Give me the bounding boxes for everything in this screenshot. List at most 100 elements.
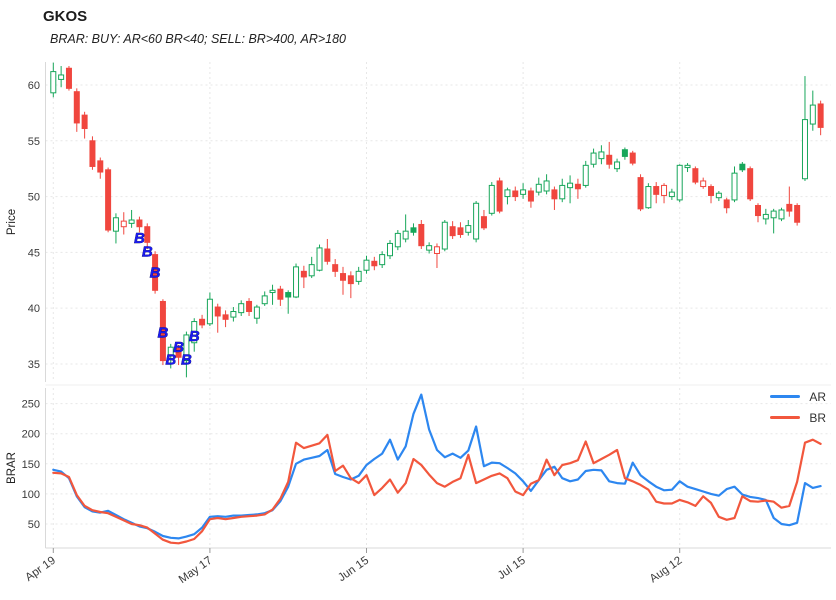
candle-body [723,199,730,209]
legend-item-ar[interactable]: AR [770,388,826,405]
axis-layer [45,62,831,553]
candle-body [480,216,487,229]
candle-body [606,154,613,165]
candle-body [371,260,378,267]
candle-body [512,190,519,198]
candle-body [488,184,495,214]
candle-body [708,186,715,196]
candle-body [386,242,393,257]
candle-body [801,119,808,180]
candle-body [520,189,527,195]
candle-body [316,247,323,271]
candle-body [582,164,589,186]
candle-body [645,186,652,209]
brar-plot-area[interactable] [45,388,831,548]
candle-body [567,182,574,189]
candle-body [504,189,511,198]
strategy-subtitle: BRAR: BUY: AR<60 BR<40; SELL: BR>400, AR… [50,32,346,46]
candle-body [653,186,660,195]
candle-body [324,248,331,262]
brar-axis-title: BRAR [6,452,18,484]
candle-body [778,209,785,220]
candle-body [410,227,417,233]
candle-body [97,160,104,173]
candle-body [614,161,621,170]
candle-body [340,273,347,281]
candle-body [246,300,253,313]
legend-item-br[interactable]: BR [770,409,826,426]
candle-body [747,168,754,200]
candle-body [755,205,761,217]
candle-body [621,149,628,157]
candle-body [770,210,777,219]
candle-body [136,219,143,228]
candle-body [308,264,315,277]
candle-body [112,217,119,232]
price-y-tick-label: 40 [28,303,40,315]
candlestick-series [50,62,824,378]
candle-body [473,202,480,240]
candle-body [73,91,80,124]
candle-body [433,246,440,254]
candle-body [277,288,284,300]
candle-body [394,232,401,248]
candle-body [715,192,722,199]
candle-body [692,168,699,183]
candle-body [261,295,268,305]
candle-body [457,227,464,236]
candle-body [293,266,300,298]
candle-body [238,303,245,314]
candle-body [817,103,824,128]
candle-body [363,259,370,271]
candle-body [794,205,801,223]
candle-body [222,314,229,320]
candle-body [159,300,166,362]
price-plot-area[interactable] [45,62,831,382]
x-tick-label: Jun 15 [336,555,371,585]
candle-body [786,203,793,212]
buy-marker-layer: BBBBBBBB [134,230,200,369]
candle-body [684,164,691,169]
candle-body [347,275,354,285]
candle-body [559,184,566,200]
x-tick-label: May 17 [177,555,215,586]
candle-body [543,180,550,192]
legend: AR BR [770,388,826,426]
candle-body [285,292,292,298]
candle-body [105,169,112,231]
buy-signal-marker: B [189,328,200,345]
ar-line [52,393,822,540]
candle-body [269,289,276,294]
buy-signal-marker: B [181,351,192,368]
candle-body [574,183,581,190]
candle-body [629,152,636,164]
candle-body [527,190,534,202]
candle-body [58,74,65,80]
candle-body [496,180,503,212]
price-axis-title: Price [6,209,18,235]
candle-body [379,254,386,266]
price-y-tick-label: 50 [28,192,40,204]
candle-body [152,254,159,291]
candle-body [441,221,448,250]
candle-body [332,264,339,272]
page-title: GKOS [43,8,88,25]
legend-label-ar: AR [809,389,826,404]
candle-body [120,220,127,228]
candle-body [65,67,72,89]
candle-body [762,213,769,220]
buy-signal-marker: B [150,264,161,281]
x-tick-label: Jul 15 [496,555,528,582]
candle-body [739,163,746,171]
buy-signal-marker: B [134,230,145,247]
candle-body [668,191,675,198]
brar-y-tick-label: 150 [22,459,40,471]
candle-body [355,270,362,282]
br-line-swatch [770,416,801,419]
candle-body [206,298,213,325]
brar-line-series [52,393,822,545]
price-y-tick-label: 60 [28,80,40,92]
brar-y-tick-label: 200 [22,429,40,441]
